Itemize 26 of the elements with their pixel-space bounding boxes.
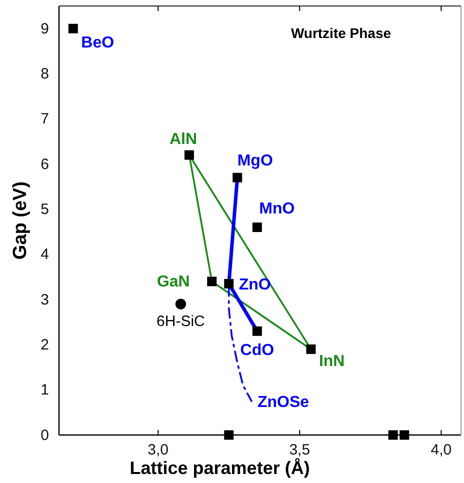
annotation: BeO <box>81 34 114 52</box>
annotation: MnO <box>259 200 295 218</box>
annotation: AlN <box>169 131 198 148</box>
annotation: MgO <box>237 152 273 170</box>
y-tick-label: 5 <box>40 201 49 218</box>
y-tick-label: 6 <box>40 156 49 173</box>
y-tick-label: 8 <box>40 66 49 83</box>
y-tick-label: 9 <box>40 20 49 38</box>
annotation: GaN <box>156 273 190 290</box>
x-tick-label: 3,5 <box>289 442 310 459</box>
y-tick-label: 1 <box>40 382 49 399</box>
annotation: ZnO <box>238 276 271 294</box>
annotation: ZnOSe <box>258 394 310 412</box>
x-axis-title: Lattice parameter (Å) <box>130 458 310 478</box>
text: Wurtzite Phase <box>290 25 392 41</box>
y-tick-label: 4 <box>40 246 49 264</box>
y-axis-title: Gap (eV) <box>10 181 31 260</box>
x-tick-label: 3,0 <box>148 442 169 459</box>
y-tick-label: 0 <box>40 426 49 444</box>
y-tick-label: 7 <box>40 110 49 128</box>
y-tick-label: 2 <box>40 336 49 354</box>
annotation: CdO <box>240 342 274 360</box>
annotation: InN <box>318 353 345 370</box>
annotation: 6H-SiC <box>156 313 206 330</box>
y-tick-label: 3 <box>40 291 49 308</box>
x-tick-label: 4,0 <box>430 442 452 459</box>
